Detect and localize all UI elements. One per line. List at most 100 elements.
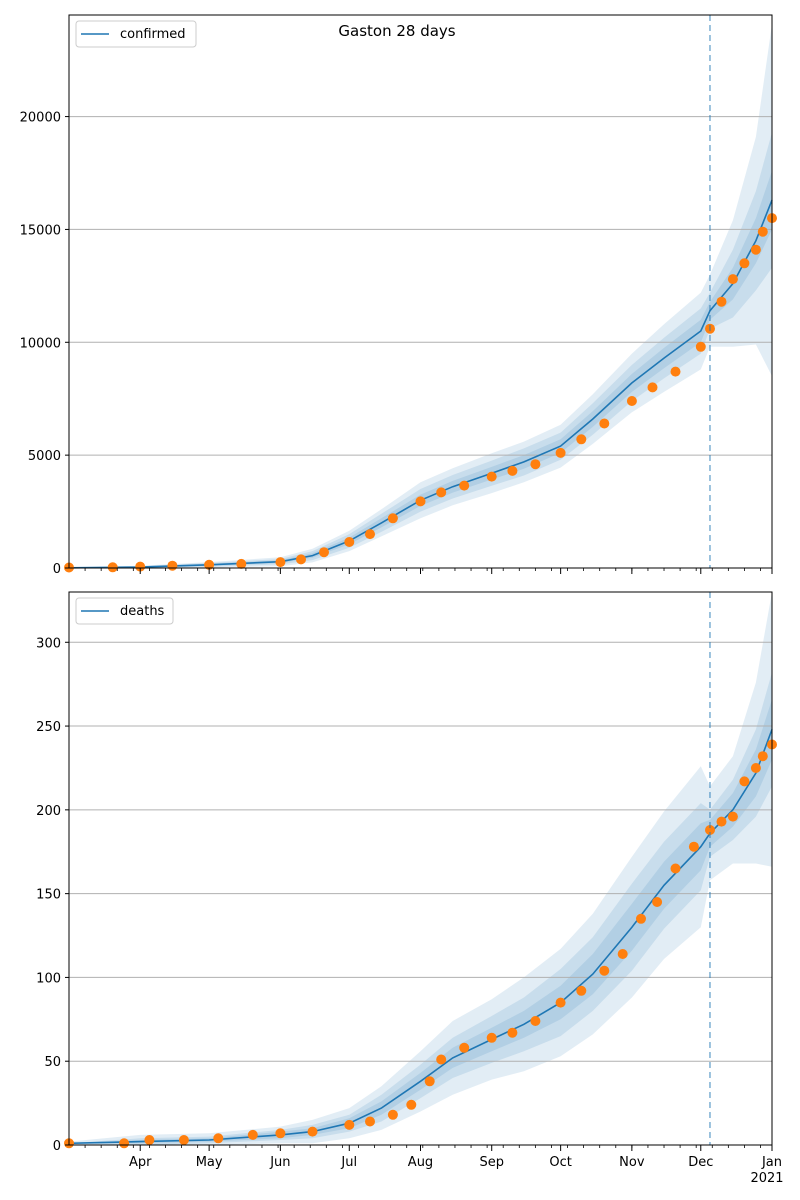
y-tick-label: 150	[36, 888, 61, 903]
x-tick-label: Jun	[269, 1155, 290, 1170]
deaths-y-axis: 0 50 100 150 200 250 300	[36, 636, 69, 1154]
x-tick-label: Jul	[340, 1155, 357, 1170]
observed-point	[670, 366, 681, 377]
confirmed-x-axis-ticks	[84, 568, 773, 574]
observed-point	[365, 1116, 375, 1127]
observed-point	[119, 1138, 130, 1149]
observed-point	[459, 480, 470, 491]
observed-point	[365, 529, 375, 540]
confirmed-legend-label: confirmed	[120, 27, 186, 42]
y-tick-label: 300	[36, 636, 61, 651]
observed-point	[555, 997, 566, 1008]
observed-point	[167, 560, 178, 571]
x-year-label: 2021	[750, 1171, 783, 1186]
confirmed-model-line	[68, 199, 773, 569]
observed-point	[344, 1119, 355, 1130]
observed-point	[576, 985, 587, 996]
observed-point	[750, 244, 761, 255]
deaths-legend-label: deaths	[120, 604, 165, 619]
confirmed-observed-points	[64, 213, 777, 573]
observed-point	[599, 418, 610, 429]
confirmed-y-axis: 0 5000 10000 15000 20000	[20, 111, 69, 577]
x-tick-label: Nov	[619, 1155, 645, 1170]
deaths-uncertainty-bands	[69, 592, 772, 1145]
band-outer	[69, 592, 772, 1145]
y-tick-label: 15000	[20, 223, 61, 238]
observed-point	[705, 825, 715, 835]
deaths-legend-box	[75, 597, 174, 625]
x-tick-label: Oct	[549, 1155, 571, 1170]
deaths-x-axis: Apr May Jun Jul Aug Sep Oct Nov Dec Jan	[84, 1145, 782, 1170]
observed-point	[319, 547, 329, 558]
observed-point	[716, 816, 727, 827]
band-inner	[69, 699, 772, 1144]
confirmed-gridlines	[69, 116, 772, 456]
y-tick-label: 200	[36, 804, 61, 819]
observed-point	[576, 434, 587, 445]
observed-point	[647, 382, 658, 393]
observed-point	[135, 561, 146, 572]
chart-title: Gaston 28 days	[338, 22, 455, 40]
x-tick-label: Aug	[408, 1155, 433, 1170]
deaths-legend: deaths	[75, 597, 174, 625]
observed-point	[236, 558, 247, 569]
observed-point	[507, 1027, 518, 1038]
observed-point	[507, 465, 518, 476]
observed-point	[486, 471, 497, 482]
y-tick-label: 0	[53, 1139, 61, 1154]
observed-point	[486, 1032, 497, 1043]
y-tick-label: 50	[44, 1055, 61, 1070]
x-tick-label: Jan	[761, 1155, 782, 1170]
observed-point	[739, 258, 750, 269]
deaths-gridlines	[69, 641, 772, 1062]
x-tick-label: Dec	[688, 1155, 713, 1170]
band-outer	[69, 24, 772, 568]
observed-point	[387, 513, 398, 524]
observed-point	[275, 1128, 286, 1139]
y-tick-label: 100	[36, 971, 61, 986]
observed-point	[415, 496, 426, 507]
observed-point	[387, 1109, 398, 1120]
observed-point	[599, 965, 610, 976]
observed-point	[459, 1042, 470, 1053]
y-tick-label: 5000	[28, 449, 61, 464]
deaths-panel: 0 50 100 150 200 250 300 Apr May Jun Jul Aug Sep Oct…	[36, 591, 784, 1186]
observed-point	[247, 1129, 258, 1140]
y-tick-label: 250	[36, 720, 61, 735]
band-middle	[69, 672, 772, 1145]
observed-point	[424, 1076, 435, 1087]
observed-point	[436, 487, 447, 498]
observed-point	[213, 1133, 224, 1144]
y-tick-label: 10000	[20, 336, 61, 351]
observed-point	[307, 1126, 318, 1137]
observed-point	[739, 776, 750, 787]
observed-point	[204, 559, 215, 570]
observed-point	[652, 897, 663, 907]
observed-point	[626, 396, 637, 406]
observed-point	[555, 447, 566, 458]
observed-point	[530, 1016, 541, 1026]
x-tick-label: May	[196, 1155, 223, 1170]
observed-point	[344, 537, 355, 547]
observed-point	[107, 562, 118, 573]
confirmed-uncertainty-bands	[69, 24, 772, 568]
confirmed-legend-box	[75, 20, 197, 48]
observed-point	[688, 841, 699, 852]
observed-point	[695, 341, 706, 352]
observed-point	[275, 557, 286, 568]
x-tick-label: Apr	[129, 1155, 152, 1170]
observed-point	[406, 1099, 417, 1110]
observed-point	[716, 296, 727, 307]
observed-point	[178, 1135, 189, 1145]
observed-point	[757, 751, 768, 762]
confirmed-legend: confirmed	[75, 20, 197, 48]
observed-point	[530, 459, 541, 470]
observed-point	[727, 811, 738, 822]
observed-point	[727, 274, 738, 285]
confirmed-panel: 0 5000 10000 15000 20000 Gaston 28 days conf…	[20, 14, 777, 577]
deaths-observed-points	[64, 739, 777, 1149]
observed-point	[436, 1054, 447, 1065]
observed-point	[670, 863, 681, 874]
observed-point	[144, 1135, 155, 1145]
